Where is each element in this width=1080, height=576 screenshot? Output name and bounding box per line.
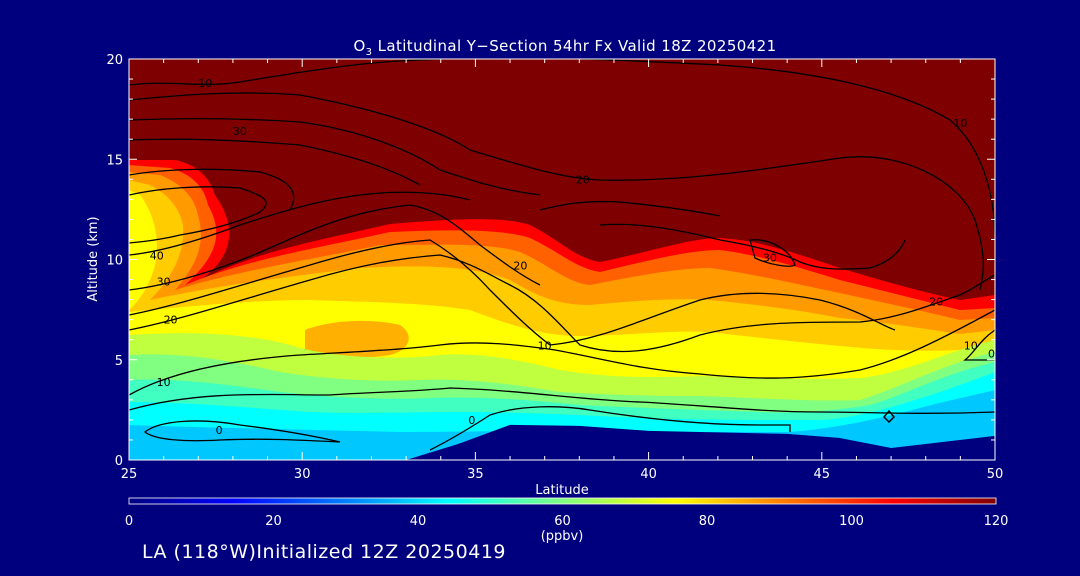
y-tick-label: 0	[115, 454, 123, 469]
colorbar-tick-label: 40	[410, 514, 427, 529]
contour-label: 40	[150, 249, 164, 262]
contour-labels: 0 0 0 10 10 10 10 10 20 20 20 20 30 30 30 40	[150, 77, 995, 437]
colorbar-tick-label: 80	[699, 514, 716, 529]
contour-label: 30	[157, 276, 171, 289]
colorbar-tick-label: 60	[554, 514, 571, 529]
terrain-mask	[129, 424, 995, 460]
colorbar-ticks: 0 20 40 60 80 100 120	[125, 514, 1009, 529]
contour-label: 0	[988, 348, 995, 361]
x-tick-label: 35	[467, 467, 484, 482]
x-tick-label: 25	[121, 467, 138, 482]
colorbar-tick-label: 20	[265, 514, 282, 529]
contour-label: 10	[157, 376, 171, 389]
contour-label: 0	[468, 414, 475, 427]
x-axis-label: Latitude	[535, 483, 589, 498]
initialization-footer: LA (118°W)Initialized 12Z 20250419	[142, 541, 506, 563]
colorbar-tick-label: 100	[839, 514, 864, 529]
colorbar-units-label: (ppbv)	[541, 529, 584, 544]
contour-lines	[129, 59, 995, 451]
ozone-field	[129, 59, 995, 460]
x-axis: 25 30 35 40 45 50	[121, 59, 1004, 482]
contour-label: 30	[233, 125, 247, 138]
y-tick-label: 5	[115, 354, 123, 369]
y-axis: 0 5 10 15 20	[106, 53, 995, 469]
colorbar-tick-label: 0	[125, 514, 133, 529]
x-tick-label: 40	[640, 467, 657, 482]
x-tick-label: 30	[294, 467, 311, 482]
y-axis-label: Altitude (km)	[86, 216, 101, 301]
contour-label: 30	[763, 251, 777, 264]
y-tick-label: 15	[106, 153, 123, 168]
contour-label: 10	[953, 117, 967, 130]
contour-label: 20	[576, 173, 590, 186]
colorbar-tick-label: 120	[984, 514, 1009, 529]
contour-label: 20	[513, 260, 527, 273]
contour-label: 0	[216, 424, 223, 437]
contour-label: 10	[964, 340, 978, 353]
contour-label: 20	[164, 314, 178, 327]
y-tick-label: 10	[106, 254, 123, 269]
chart-title: O3 Latitudinal Y−Section 54hr Fx Valid 1…	[353, 37, 776, 58]
contour-label: 10	[198, 77, 212, 90]
colorbar	[129, 498, 996, 504]
contour-label: 20	[929, 296, 943, 309]
y-tick-label: 20	[106, 53, 123, 68]
contour-label: 10	[538, 340, 552, 353]
x-tick-label: 45	[814, 467, 831, 482]
x-tick-label: 50	[987, 467, 1004, 482]
